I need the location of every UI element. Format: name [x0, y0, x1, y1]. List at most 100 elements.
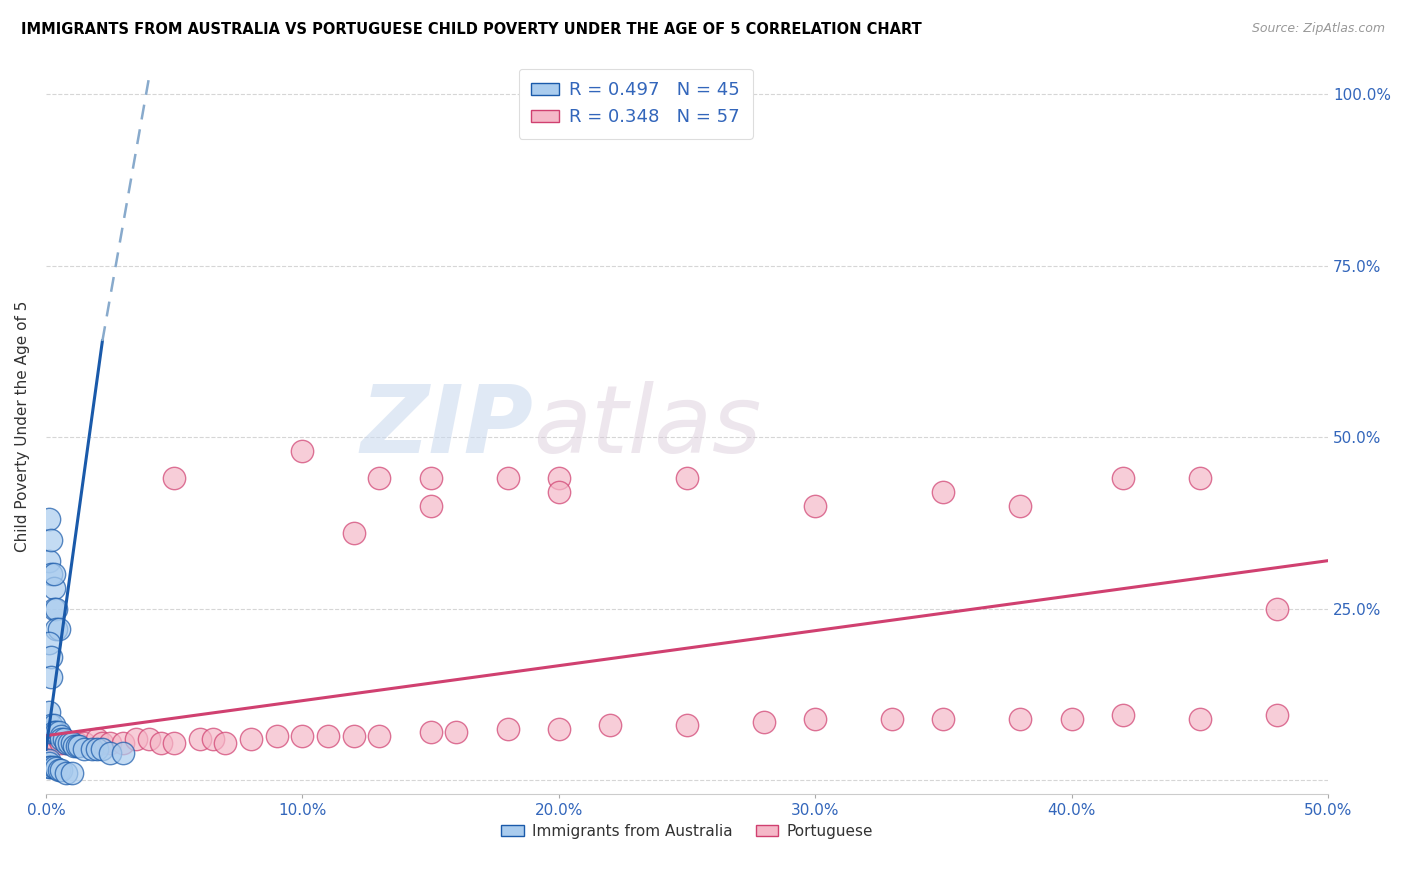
- Point: [38, 756, 60, 771]
- Point: [547, 471, 569, 485]
- Point: [42, 581, 65, 595]
- Point: [66, 739, 89, 753]
- Point: [39, 670, 62, 684]
- Point: [316, 729, 339, 743]
- Legend: Immigrants from Australia, Portuguese: Immigrants from Australia, Portuguese: [495, 818, 879, 845]
- Point: [45, 725, 67, 739]
- Point: [48, 763, 70, 777]
- Point: [150, 735, 173, 749]
- Point: [419, 499, 441, 513]
- Point: [547, 485, 569, 500]
- Point: [111, 735, 134, 749]
- Point: [496, 471, 519, 485]
- Point: [48, 732, 70, 747]
- Point: [91, 735, 114, 749]
- Point: [42, 725, 65, 739]
- Point: [188, 732, 211, 747]
- Point: [343, 526, 366, 541]
- Text: ZIP: ZIP: [360, 381, 533, 473]
- Point: [38, 759, 60, 773]
- Point: [38, 732, 60, 747]
- Point: [111, 746, 134, 760]
- Point: [599, 718, 621, 732]
- Point: [73, 735, 96, 749]
- Point: [38, 636, 60, 650]
- Point: [932, 485, 955, 500]
- Point: [39, 533, 62, 547]
- Point: [368, 729, 391, 743]
- Point: [1265, 601, 1288, 615]
- Text: Source: ZipAtlas.com: Source: ZipAtlas.com: [1251, 22, 1385, 36]
- Point: [51, 732, 73, 747]
- Point: [98, 746, 121, 760]
- Point: [419, 471, 441, 485]
- Point: [804, 712, 827, 726]
- Point: [63, 739, 86, 753]
- Point: [86, 742, 108, 756]
- Point: [55, 735, 77, 749]
- Point: [163, 735, 186, 749]
- Point: [932, 712, 955, 726]
- Point: [86, 732, 108, 747]
- Point: [42, 718, 65, 732]
- Y-axis label: Child Poverty Under the Age of 5: Child Poverty Under the Age of 5: [15, 301, 30, 552]
- Point: [39, 732, 62, 747]
- Point: [882, 712, 904, 726]
- Point: [1010, 499, 1032, 513]
- Point: [38, 512, 60, 526]
- Point: [1010, 712, 1032, 726]
- Point: [55, 766, 77, 780]
- Point: [42, 732, 65, 747]
- Point: [419, 725, 441, 739]
- Point: [98, 735, 121, 749]
- Point: [42, 567, 65, 582]
- Point: [201, 732, 224, 747]
- Point: [55, 735, 77, 749]
- Point: [676, 471, 699, 485]
- Point: [676, 718, 699, 732]
- Point: [91, 742, 114, 756]
- Point: [60, 735, 83, 749]
- Point: [1188, 471, 1211, 485]
- Point: [42, 601, 65, 615]
- Point: [66, 735, 89, 749]
- Point: [38, 554, 60, 568]
- Point: [214, 735, 236, 749]
- Point: [38, 725, 60, 739]
- Point: [39, 718, 62, 732]
- Point: [291, 443, 314, 458]
- Point: [45, 601, 67, 615]
- Point: [1060, 712, 1083, 726]
- Point: [547, 722, 569, 736]
- Point: [73, 742, 96, 756]
- Point: [1188, 712, 1211, 726]
- Point: [496, 722, 519, 736]
- Point: [60, 766, 83, 780]
- Point: [240, 732, 263, 747]
- Point: [48, 622, 70, 636]
- Point: [446, 725, 468, 739]
- Text: IMMIGRANTS FROM AUSTRALIA VS PORTUGUESE CHILD POVERTY UNDER THE AGE OF 5 CORRELA: IMMIGRANTS FROM AUSTRALIA VS PORTUGUESE …: [21, 22, 922, 37]
- Point: [163, 471, 186, 485]
- Point: [1112, 471, 1135, 485]
- Point: [266, 729, 288, 743]
- Point: [39, 649, 62, 664]
- Point: [368, 471, 391, 485]
- Point: [51, 763, 73, 777]
- Point: [804, 499, 827, 513]
- Point: [60, 735, 83, 749]
- Point: [343, 729, 366, 743]
- Point: [52, 732, 75, 747]
- Point: [58, 735, 80, 749]
- Point: [39, 567, 62, 582]
- Point: [45, 761, 67, 775]
- Point: [291, 729, 314, 743]
- Point: [125, 732, 148, 747]
- Point: [48, 725, 70, 739]
- Point: [1112, 708, 1135, 723]
- Point: [38, 753, 60, 767]
- Point: [51, 735, 73, 749]
- Point: [752, 714, 775, 729]
- Point: [67, 739, 90, 753]
- Point: [45, 622, 67, 636]
